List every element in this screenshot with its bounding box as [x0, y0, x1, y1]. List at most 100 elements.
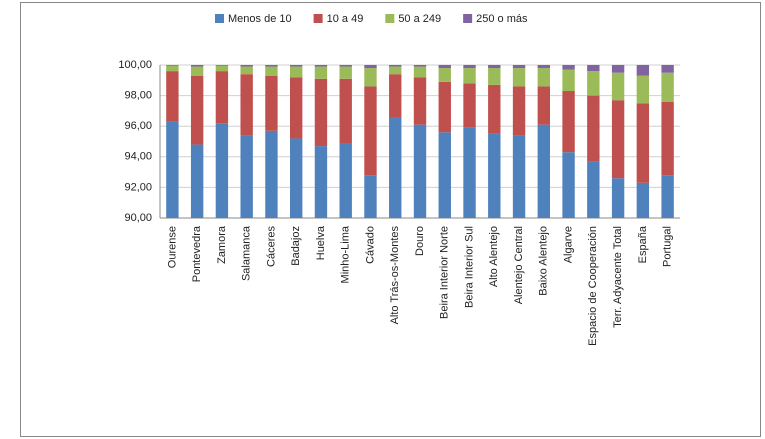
bar-segment [636, 75, 650, 104]
bar-segment [488, 68, 501, 85]
bar-segment [215, 65, 229, 72]
bar-segment [537, 86, 550, 125]
bar-segment [364, 68, 377, 87]
bar-segment [463, 65, 476, 69]
bar-segment [537, 65, 550, 69]
x-tick-label: España [637, 225, 649, 263]
x-tick-label: Huelva [315, 225, 327, 260]
bar-segment [463, 83, 476, 128]
bar-segment [661, 65, 674, 73]
bar-segment [166, 71, 179, 122]
bar-segment [488, 133, 501, 218]
legend-label: 250 o más [476, 13, 528, 25]
x-tick-label: Espacio de Cooperación [587, 226, 599, 346]
bar-segment [438, 68, 451, 82]
bar-segment [215, 123, 229, 218]
x-tick-label: Cáceres [265, 226, 277, 267]
x-tick-label: Salamanca [241, 225, 253, 281]
bar-segment [562, 152, 575, 218]
x-tick-label: Douro [414, 226, 426, 256]
bar-segment [512, 135, 526, 218]
y-tick-label: 98,00 [124, 90, 152, 102]
bar-segment [537, 124, 550, 218]
bar-segment [587, 65, 600, 72]
x-tick-label: Minho-Lima [340, 225, 352, 283]
bar-segment [512, 65, 526, 69]
bar-segment [636, 103, 650, 183]
bar-segment [290, 65, 303, 67]
bar-segment [413, 124, 427, 218]
bar-segment [611, 72, 625, 101]
bar-segment [265, 75, 278, 131]
bar-segment [389, 65, 402, 67]
legend-label: 10 a 49 [327, 13, 364, 25]
bar-segment [215, 71, 229, 124]
legend-swatch [463, 14, 473, 23]
bar-segment [587, 161, 600, 218]
bar-segment [364, 65, 377, 69]
bar-segment [438, 81, 451, 133]
x-tick-label: Alto Trás-os-Montes [389, 226, 401, 325]
bar-segment [587, 71, 600, 96]
bar-segment [438, 65, 451, 69]
bar-segment [190, 66, 204, 76]
bar-segment [562, 91, 575, 153]
bar-segment [364, 175, 377, 218]
bar-segment [190, 75, 204, 145]
bar-segment [463, 68, 476, 84]
bar-segment [413, 65, 427, 67]
bar-segment [265, 66, 278, 76]
bar-segment [661, 175, 674, 218]
x-tick-label: Badajoz [290, 226, 302, 266]
bar-segment [413, 77, 427, 125]
x-tick-label: Zamora [216, 225, 228, 264]
bar-segment [314, 65, 328, 67]
bar-segment [389, 117, 402, 218]
bar-segment [240, 66, 253, 75]
bar-segment [314, 66, 328, 79]
bar-segment [166, 65, 179, 72]
bar-segment [661, 101, 674, 176]
bar-segment [339, 66, 352, 79]
bar-segment [314, 146, 328, 218]
y-tick-label: 90,00 [124, 212, 152, 224]
bar-segment [488, 84, 501, 134]
bar-segment [240, 135, 253, 218]
bar-segment [364, 86, 377, 176]
bar-segment [413, 66, 427, 78]
bar-segment [512, 68, 526, 87]
bar-segment [611, 100, 625, 179]
bar-segment [636, 65, 650, 76]
x-tick-label: Alentejo Central [513, 226, 525, 304]
legend-swatch [385, 14, 395, 23]
bar-segment [512, 86, 526, 136]
bar-segment [661, 72, 674, 102]
legend-label: Menos de 10 [228, 13, 292, 25]
bar-segment [339, 78, 352, 144]
bar-segment [389, 74, 402, 118]
bar-segment [562, 69, 575, 92]
bar-segment [611, 65, 625, 73]
x-tick-label: Alto Alentejo [488, 226, 500, 287]
bar-segment [265, 130, 278, 218]
bar-segment [389, 66, 402, 75]
y-tick-label: 96,00 [124, 120, 152, 132]
x-tick-label: Algarve [562, 226, 574, 263]
bar-segment [562, 65, 575, 70]
x-tick-label: Pontevedra [191, 225, 203, 282]
bar-segment [240, 65, 253, 67]
bar-segment [265, 65, 278, 67]
bar-segment [190, 144, 204, 218]
bar-segment [190, 65, 204, 67]
bar-segment [438, 132, 451, 218]
x-tick-label: Baixo Alentejo [538, 226, 550, 296]
y-tick-label: 92,00 [124, 181, 152, 193]
x-tick-label: Beira Interior Sul [463, 226, 475, 308]
bar-segment [339, 65, 352, 67]
x-tick-label: Cávado [364, 226, 376, 264]
bar-segment [488, 65, 501, 69]
x-tick-label: Terr. Adyacente Total [612, 226, 624, 328]
bar-segment [240, 74, 253, 136]
bar-segment [587, 95, 600, 162]
